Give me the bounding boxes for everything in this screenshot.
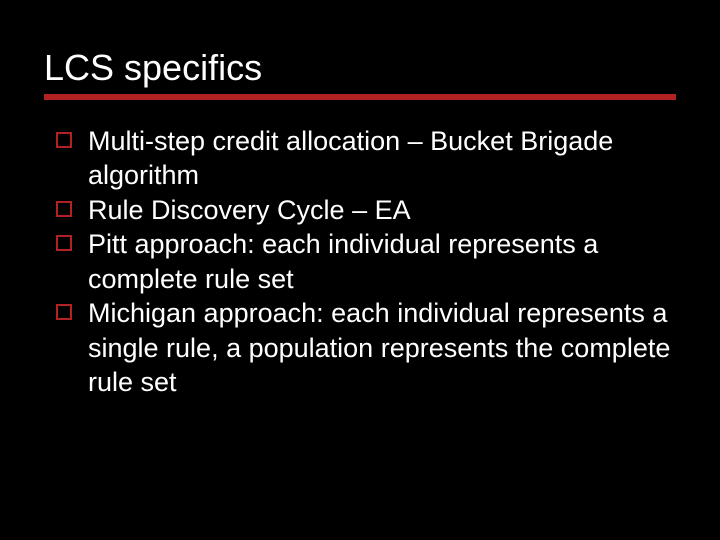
bullet-item: Rule Discovery Cycle – EA xyxy=(48,193,676,228)
title-underline xyxy=(44,94,676,100)
slide-title: LCS specifics xyxy=(44,48,676,88)
bullet-list: Multi-step credit allocation – Bucket Br… xyxy=(48,124,676,400)
bullet-item: Multi-step credit allocation – Bucket Br… xyxy=(48,124,676,193)
slide: LCS specifics Multi-step credit allocati… xyxy=(0,0,720,540)
bullet-item: Michigan approach: each individual repre… xyxy=(48,296,676,400)
bullet-item: Pitt approach: each individual represent… xyxy=(48,227,676,296)
